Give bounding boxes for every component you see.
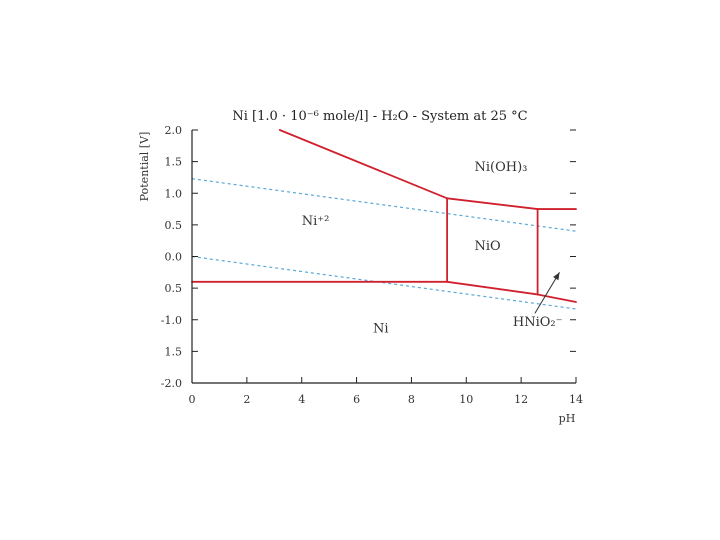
region-label-4: Ni: [373, 321, 389, 336]
region-label-5: HNiO₂⁻: [513, 315, 563, 330]
x-tick-label: 8: [408, 393, 415, 406]
boundary-line-2: [446, 197, 539, 210]
x-tick-label: 10: [459, 393, 473, 406]
y-axis-label: Potential [V]: [138, 132, 151, 202]
water-line-1: [191, 178, 577, 232]
region-label-1: Ni(OH)₃: [475, 160, 528, 175]
x-tick-label: 0: [189, 393, 196, 406]
region-label-2: Ni⁺²: [302, 214, 330, 229]
y-tick-label: 0.5: [165, 282, 183, 295]
tick-labels: 2.0 1.5 1.0 0.5 0.0 0.5 -1.0 1.5 -2.0 0 2 4 6 8 10 12 14: [161, 124, 583, 406]
boundary-line-6: [536, 293, 577, 303]
x-axis-label: pH: [559, 412, 576, 425]
y-tick-label: 1.5: [165, 156, 183, 169]
x-tick-label: 4: [298, 393, 305, 406]
y-tick-label: -1.0: [161, 314, 182, 327]
x-tick-label: 12: [514, 393, 528, 406]
x-tick-label: 2: [243, 393, 250, 406]
boundary-line-5: [446, 280, 539, 296]
water-line-2: [191, 255, 577, 310]
water-stability-lines: [191, 178, 577, 310]
chart-title: Ni [1.0 · 10⁻⁶ mole/l] - H₂O - System at…: [232, 109, 527, 124]
y-tick-label: 0.0: [165, 251, 183, 264]
y-tick-label: 2.0: [165, 124, 183, 137]
y-tick-label: -2.0: [161, 377, 182, 390]
y-tick-label: 0.5: [165, 219, 183, 232]
plot-frame: [191, 129, 577, 384]
region-labels: Ni(OH)₃ Ni⁺² NiO Ni HNiO₂⁻: [302, 160, 563, 336]
y-tick-label: 1.5: [165, 345, 183, 358]
x-tick-label: 14: [569, 393, 583, 406]
arrow-shaft: [534, 272, 560, 314]
x-tick-label: 6: [353, 393, 360, 406]
arrow-head: [553, 272, 560, 281]
y-tick-label: 1.0: [165, 187, 183, 200]
region-label-3: NiO: [475, 239, 501, 254]
annotation-arrow: [534, 272, 560, 314]
boundary-line-1: [278, 129, 448, 200]
phase-boundaries: [191, 129, 577, 303]
